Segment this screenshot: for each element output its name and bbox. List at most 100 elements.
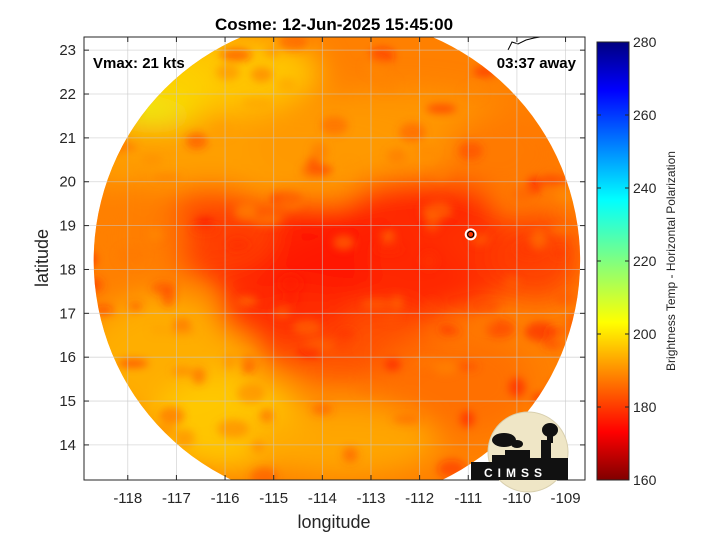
field-texture bbox=[440, 327, 461, 336]
y-tick-label: 23 bbox=[59, 42, 76, 59]
x-tick-label: -117 bbox=[162, 490, 191, 507]
field-texture bbox=[549, 225, 573, 235]
field-texture bbox=[370, 47, 395, 64]
x-tick-label: -109 bbox=[551, 490, 581, 507]
x-tick-label: -114 bbox=[308, 490, 337, 507]
coastline bbox=[507, 36, 541, 51]
field-texture bbox=[390, 295, 404, 311]
field-texture bbox=[310, 142, 328, 162]
colorbar-tick-label: 160 bbox=[633, 472, 657, 488]
x-tick-label: -116 bbox=[211, 490, 240, 507]
field-texture bbox=[374, 244, 404, 255]
x-tick-label: -115 bbox=[259, 490, 288, 507]
field-texture bbox=[420, 251, 438, 271]
field-texture bbox=[141, 154, 163, 166]
field-texture bbox=[504, 276, 521, 289]
field-texture bbox=[458, 141, 483, 161]
field-texture bbox=[305, 164, 334, 175]
field-texture bbox=[363, 60, 387, 76]
field-texture bbox=[411, 144, 438, 158]
y-tick-label: 14 bbox=[59, 437, 76, 454]
field-texture bbox=[541, 339, 564, 350]
y-tick-label: 18 bbox=[59, 261, 76, 278]
field-texture bbox=[333, 235, 355, 250]
logo-dish-small bbox=[511, 440, 523, 448]
field-texture bbox=[117, 359, 149, 368]
logo-dish bbox=[492, 433, 516, 447]
field-texture bbox=[380, 230, 396, 242]
field-texture bbox=[277, 77, 296, 91]
field-texture bbox=[354, 385, 382, 395]
x-tick-label: -110 bbox=[502, 490, 531, 507]
x-tick-label: -113 bbox=[357, 490, 386, 507]
logo-tower-leg bbox=[547, 435, 553, 443]
field-texture bbox=[384, 358, 402, 371]
x-axis-label: longitude bbox=[297, 512, 370, 532]
chart-title: Cosme: 12-Jun-2025 15:45:00 bbox=[215, 15, 453, 34]
field-texture bbox=[338, 328, 357, 347]
field-texture bbox=[297, 347, 322, 358]
colorbar-tick-label: 240 bbox=[633, 180, 657, 196]
field-texture bbox=[399, 122, 426, 143]
field-texture bbox=[235, 348, 255, 363]
field-texture bbox=[109, 162, 138, 179]
storm-center-dot bbox=[467, 230, 475, 238]
field-region bbox=[444, 111, 571, 200]
y-axis-ticks: 14 15 16 17 18 19 20 21 22 23 bbox=[59, 42, 585, 454]
field-texture bbox=[250, 67, 273, 83]
field-texture bbox=[423, 298, 439, 317]
field-texture bbox=[524, 322, 556, 342]
x-tick-label: -112 bbox=[405, 490, 434, 507]
field-texture bbox=[211, 121, 233, 139]
field-texture bbox=[250, 467, 278, 480]
field-texture bbox=[147, 228, 163, 242]
y-tick-label: 15 bbox=[59, 393, 76, 410]
y-tick-label: 20 bbox=[59, 174, 76, 191]
y-tick-label: 17 bbox=[59, 305, 76, 322]
field-texture bbox=[460, 410, 475, 428]
y-tick-label: 22 bbox=[59, 86, 76, 103]
field-texture bbox=[278, 37, 308, 51]
colorbar-tick-label: 180 bbox=[633, 399, 657, 415]
colorbar-label: Brightness Temp - Horizontal Polarizatio… bbox=[664, 151, 678, 371]
colorbar-tick-label: 200 bbox=[633, 326, 657, 342]
field-texture bbox=[225, 237, 250, 252]
field-texture bbox=[251, 440, 265, 453]
logo-silhouette bbox=[471, 440, 568, 480]
vmax-annotation: Vmax: 21 kts bbox=[93, 55, 185, 72]
field-texture bbox=[152, 173, 183, 182]
field-texture bbox=[215, 64, 240, 81]
field-texture bbox=[426, 104, 457, 114]
field-texture bbox=[386, 148, 407, 163]
y-tick-label: 21 bbox=[59, 130, 76, 147]
y-axis-label: latitude bbox=[32, 229, 52, 287]
field-texture bbox=[511, 186, 534, 202]
field-texture bbox=[320, 116, 348, 135]
field-texture bbox=[414, 356, 440, 369]
field-texture bbox=[342, 161, 356, 180]
field-texture bbox=[462, 85, 484, 102]
field-texture bbox=[392, 415, 419, 424]
x-tick-label: -111 bbox=[454, 490, 482, 507]
y-tick-label: 16 bbox=[59, 349, 76, 366]
field-texture bbox=[432, 167, 451, 181]
field-texture bbox=[167, 326, 197, 337]
field-texture bbox=[195, 216, 215, 227]
x-tick-label: -118 bbox=[113, 490, 142, 507]
field-texture bbox=[237, 296, 258, 306]
field-texture bbox=[241, 97, 273, 109]
field-texture bbox=[251, 216, 282, 227]
field-texture bbox=[217, 419, 249, 438]
field-texture bbox=[265, 45, 280, 58]
field-texture bbox=[474, 315, 494, 331]
colorbar-gradient bbox=[596, 41, 630, 481]
field-texture bbox=[273, 306, 291, 319]
field-texture bbox=[421, 203, 453, 220]
field-texture bbox=[530, 229, 547, 250]
field-texture bbox=[292, 319, 321, 336]
field-texture bbox=[380, 314, 401, 323]
field-texture bbox=[468, 299, 500, 315]
field-texture bbox=[433, 361, 458, 375]
field-texture bbox=[554, 290, 574, 307]
